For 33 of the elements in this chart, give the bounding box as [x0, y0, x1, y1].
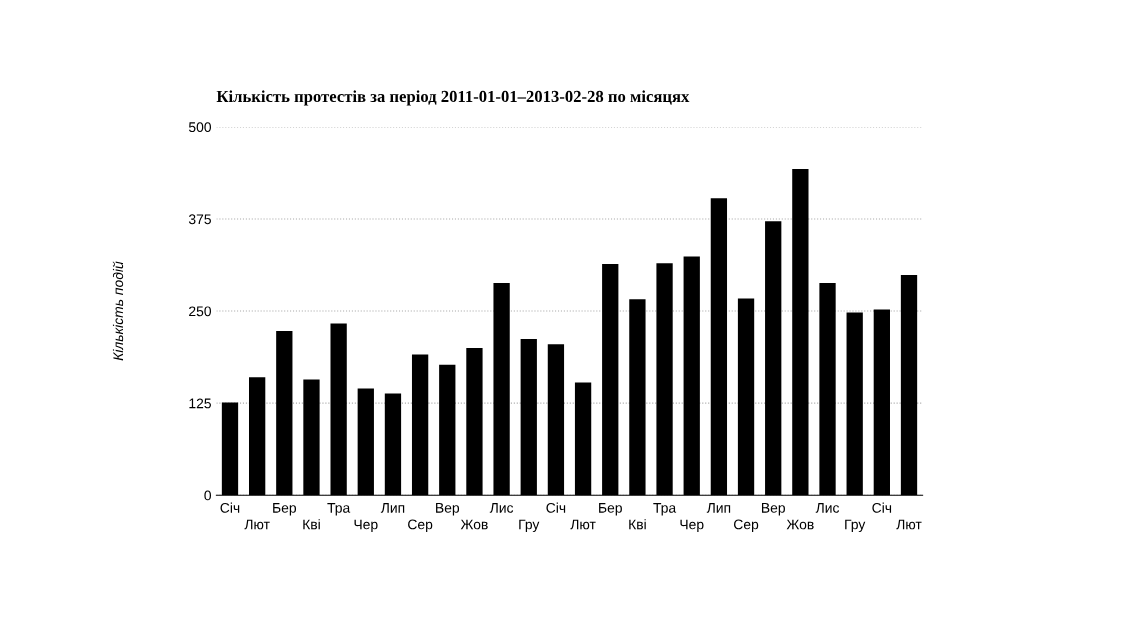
x-tick-label: Тра [653, 503, 677, 516]
y-tick-label: 500 [188, 122, 212, 133]
x-tick-label: Лис [489, 503, 514, 513]
x-tick-label: Вер [436, 503, 460, 516]
x-tick-label: Бер [599, 503, 622, 516]
x-tick-label: Жов [786, 519, 814, 530]
x-tick-label: Кві [303, 519, 320, 530]
x-tick-label: Тра [327, 503, 351, 516]
x-tick-label: Лют [244, 519, 270, 530]
x-tick-label: Бер [273, 503, 297, 516]
x-tick-label: Сер [408, 519, 433, 533]
x-tick-label: Лип [706, 503, 731, 513]
y-tick-label: 250 [189, 306, 212, 317]
x-tick-label: Січ [546, 502, 566, 513]
x-tick-label: Сер [734, 519, 759, 533]
x-tick-label: Кві [629, 519, 646, 530]
y-tick-label: 375 [188, 214, 211, 225]
x-tick-label: Січ [872, 502, 892, 513]
x-tick-label: Лис [815, 503, 840, 513]
x-tick-label: Лют [570, 519, 596, 530]
x-tick-label: Лют [896, 519, 922, 530]
x-tick-label: Гру [519, 519, 540, 533]
x-tick-label: Вер [761, 503, 785, 516]
y-axis-title: Кількість подій [112, 261, 124, 361]
x-tick-label: Жов [460, 519, 488, 530]
x-tick-label: Чер [680, 519, 704, 533]
x-tick-label: Чер [354, 519, 378, 533]
x-tick-label: Січ [220, 502, 240, 513]
y-tick-label: 0 [204, 490, 212, 501]
x-tick-label: Гру [845, 519, 866, 533]
y-tick-label: 125 [189, 398, 211, 409]
x-tick-label: Лип [380, 503, 405, 513]
chart-title: Кількість протестів за період 2011-01-01–2013-02-28 по місяцях [216, 90, 690, 106]
